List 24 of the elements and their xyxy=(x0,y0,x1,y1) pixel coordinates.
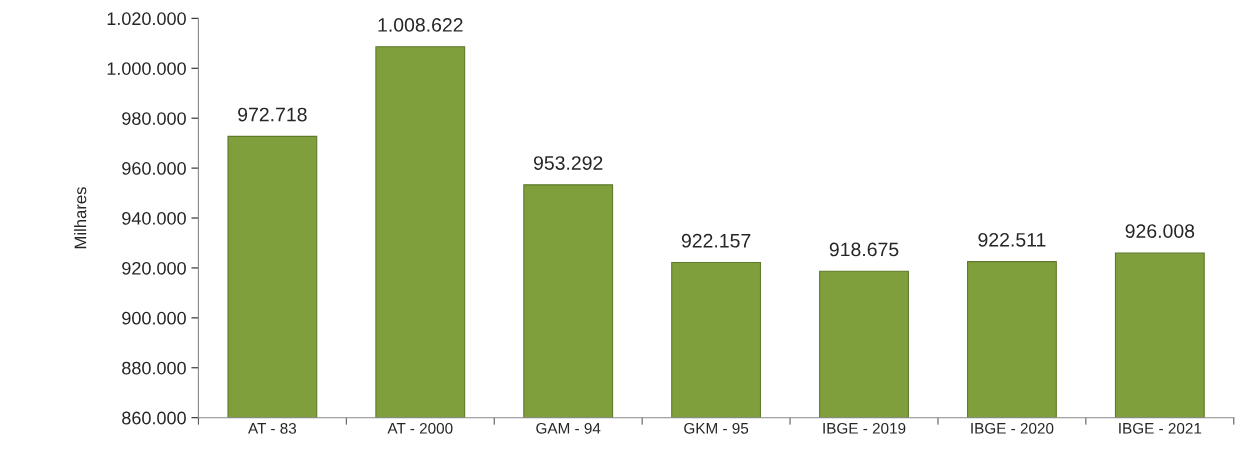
y-tick-label: 980.000 xyxy=(122,112,186,125)
x-tick-label: IBGE - 2020 xyxy=(971,422,1054,434)
y-tick-label: 1.000.000 xyxy=(107,62,186,75)
data-label: 1.008.622 xyxy=(378,18,463,32)
y-tick-label: 860.000 xyxy=(122,411,186,425)
x-tick-label: IBGE - 2019 xyxy=(823,422,906,434)
x-tick-label: IBGE - 2021 xyxy=(1119,422,1202,434)
data-label: 972.718 xyxy=(238,107,307,122)
y-tick-label: 880.000 xyxy=(122,361,186,375)
x-tick-label: GAM - 94 xyxy=(536,422,601,434)
y-tick-label: 940.000 xyxy=(122,211,186,225)
data-label: 918.675 xyxy=(829,242,899,257)
y-tick-label: 960.000 xyxy=(122,162,186,175)
y-tick-label: 920.000 xyxy=(122,261,186,275)
x-tick-label: AT - 2000 xyxy=(387,422,453,434)
data-label: 953.292 xyxy=(533,156,603,170)
x-tick-label: GKM - 95 xyxy=(684,422,749,434)
data-label: 926.008 xyxy=(1125,224,1195,238)
y-axis-title: Milhares xyxy=(74,187,87,249)
y-tick-label: 1.020.000 xyxy=(107,12,186,26)
data-label: 922.511 xyxy=(978,232,1046,247)
y-tick-label: 900.000 xyxy=(122,311,186,325)
data-label: 922.157 xyxy=(681,233,751,248)
x-tick-label: AT - 83 xyxy=(248,422,297,434)
